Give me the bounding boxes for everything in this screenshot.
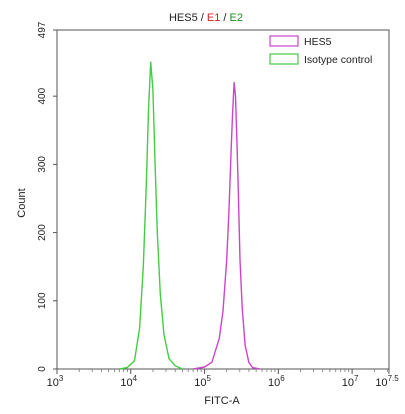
y-tick-label-1: 100: [37, 292, 48, 309]
y-tick-label-4: 400: [37, 87, 48, 104]
legend-label-1: Isotype control: [304, 54, 372, 66]
y-tick-label-5: 497: [37, 21, 48, 38]
legend: HES5 Isotype control: [269, 35, 372, 66]
legend-label-0: HES5: [304, 36, 332, 48]
x-tick-label-5: 107.5: [375, 374, 399, 389]
legend-swatch-1: [269, 53, 299, 65]
x-tick-label-3: 106: [268, 374, 285, 389]
title-part-4: E2: [230, 12, 243, 24]
legend-swatch-0: [269, 35, 299, 47]
x-tick-label-0: 103: [47, 374, 64, 389]
series-group: [119, 61, 261, 370]
y-tick-label-0: 0: [37, 366, 48, 372]
y-axis-label: Count: [16, 188, 28, 217]
title-part-2: E1: [207, 12, 220, 24]
x-tick-label-2: 105: [194, 374, 211, 389]
axes-group: 0 100 200 300 400 497 103 104 105 106 107 107.5: [37, 21, 399, 389]
x-tick-label-4: 107: [342, 374, 359, 389]
chart-title: HES5 / E1 / E2: [169, 12, 243, 24]
x-axis-label: FITC-A: [204, 395, 240, 407]
y-tick-label-3: 300: [37, 156, 48, 173]
y-tick-label-2: 200: [37, 224, 48, 241]
title-part-1: /: [198, 12, 207, 24]
x-tick-label-1: 104: [120, 374, 137, 389]
series-line-0: [193, 81, 261, 370]
title-part-3: /: [220, 12, 229, 24]
series-line-1: [119, 61, 183, 370]
title-part-0: HES5: [169, 12, 198, 24]
plot-frame: [56, 29, 390, 370]
